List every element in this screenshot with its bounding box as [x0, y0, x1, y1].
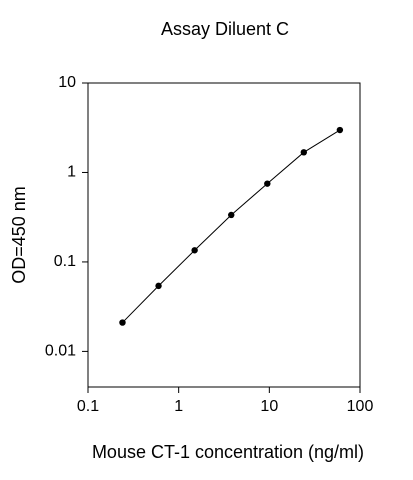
y-tick-label: 1 [67, 164, 76, 181]
data-point [336, 126, 344, 134]
data-point [300, 149, 308, 156]
chart-title: Assay Diluent C [161, 19, 289, 39]
x-tick-label: 10 [260, 398, 278, 415]
data-point [119, 319, 126, 326]
y-tick-label: 10 [58, 74, 76, 91]
x-tick-label: 0.1 [77, 398, 99, 415]
data-point [264, 180, 271, 187]
x-tick-label: 100 [347, 398, 374, 415]
y-tick-label: 0.01 [45, 343, 76, 360]
data-point [191, 247, 198, 254]
plot-frame [87, 82, 361, 388]
data-point [228, 211, 235, 219]
y-tick-label: 0.1 [54, 253, 76, 270]
x-axis-title: Mouse CT-1 concentration (ng/ml) [92, 442, 364, 462]
x-tick-label: 1 [174, 398, 183, 415]
data-line [122, 129, 341, 323]
y-axis-title: OD=450 nm [9, 186, 29, 284]
data-point [155, 282, 162, 290]
